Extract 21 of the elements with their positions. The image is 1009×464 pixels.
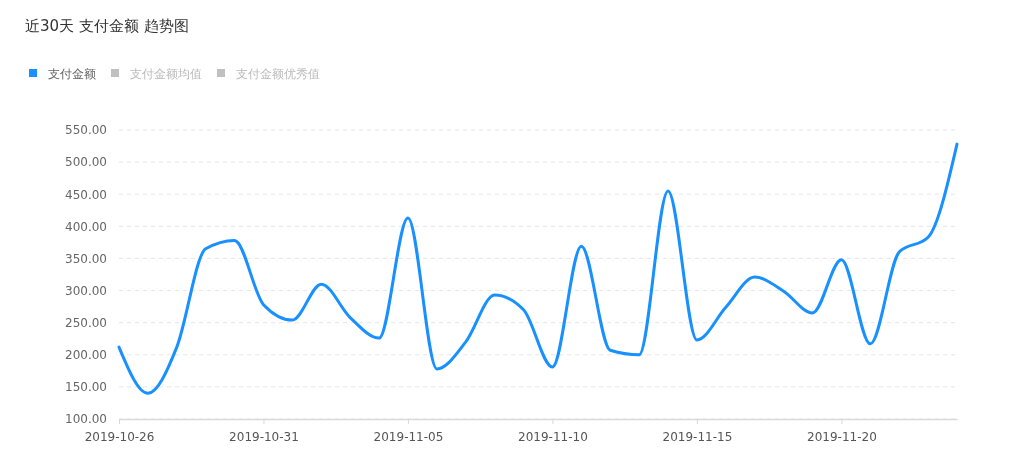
y-tick-label: 500.00 [65,155,107,170]
y-tick-label: 350.00 [65,251,107,266]
y-tick-label: 550.00 [65,123,107,138]
y-tick-label: 150.00 [65,380,107,395]
x-tick-label: 2019-11-10 [518,429,588,444]
x-tick-label: 2019-11-15 [662,429,733,444]
y-tick-label: 300.00 [65,283,107,298]
y-tick-label: 250.00 [65,316,107,331]
legend-label: 支付金额优秀值 [236,67,320,81]
x-tick-label: 2019-10-26 [84,429,155,444]
line-series [117,142,959,395]
x-tick-label: 2019-11-05 [373,429,444,444]
y-tick-label: 450.00 [65,187,107,202]
y-tick-label: 200.00 [65,348,107,363]
y-tick-label: 100.00 [65,412,107,427]
x-tick-label: 2019-10-31 [229,429,299,444]
chart-title: 近30天 支付金额 趋势图 [25,17,189,35]
y-tick-label: 400.00 [65,219,107,234]
legend-label: 支付金额 [48,67,96,81]
x-tick-label: 2019-11-20 [807,429,877,444]
legend-label: 支付金额均值 [130,67,202,81]
